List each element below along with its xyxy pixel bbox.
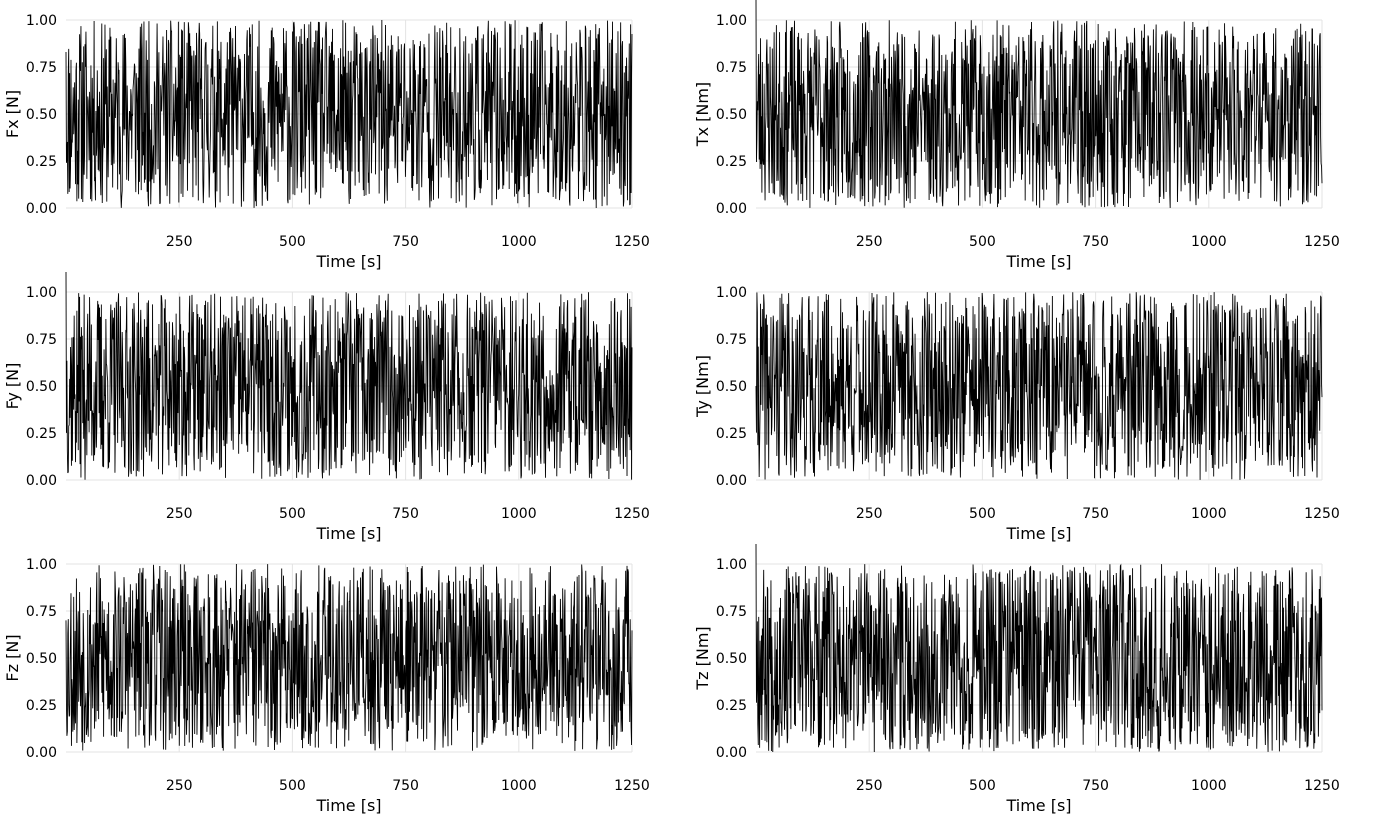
x-axis-label: Time [s] <box>315 252 381 271</box>
y-tick-label: 0.50 <box>26 651 57 667</box>
x-tick-label: 750 <box>392 506 419 522</box>
x-tick-label: 1000 <box>1191 778 1227 794</box>
y-tick-label: 0.25 <box>716 698 747 714</box>
y-axis-label: Fx [N] <box>3 90 22 138</box>
y-tick-label: 0.00 <box>716 473 747 489</box>
y-tick-label: 0.75 <box>716 332 747 348</box>
x-tick-label: 750 <box>392 234 419 250</box>
y-axis-label: Ty [Nm] <box>693 355 712 418</box>
y-axis-label: Tx [Nm] <box>693 82 712 147</box>
x-tick-label: 500 <box>969 234 996 250</box>
x-tick-label: 1250 <box>614 234 650 250</box>
x-tick-label: 1000 <box>1191 234 1227 250</box>
y-tick-label: 0.00 <box>26 745 57 761</box>
x-tick-label: 250 <box>856 778 883 794</box>
x-tick-label: 250 <box>166 778 193 794</box>
y-tick-label: 0.50 <box>26 379 57 395</box>
chart-fz: 0.00 0.25 0.50 0.75 1.00 250 500 750 1000 1250 Tim… <box>3 557 650 815</box>
y-tick-label: 0.75 <box>716 60 747 76</box>
x-tick-label: 250 <box>166 506 193 522</box>
y-tick-label: 0.75 <box>26 60 57 76</box>
x-axis-label: Time [s] <box>1005 796 1071 815</box>
y-axis-label: Fy [N] <box>3 363 22 410</box>
y-axis-label: Fz [N] <box>3 634 22 681</box>
x-tick-label: 1000 <box>1191 506 1227 522</box>
y-tick-label: 1.00 <box>26 285 57 301</box>
y-tick-label: 0.00 <box>716 745 747 761</box>
y-tick-label: 0.25 <box>26 426 57 442</box>
x-tick-label: 750 <box>1082 506 1109 522</box>
x-tick-label: 500 <box>969 506 996 522</box>
chart-fy: 0.00 0.25 0.50 0.75 1.00 250 500 750 1000 1250 Tim… <box>3 272 650 543</box>
x-tick-label: 500 <box>969 778 996 794</box>
x-axis-label: Time [s] <box>315 796 381 815</box>
y-tick-label: 0.25 <box>26 698 57 714</box>
y-tick-label: 0.50 <box>716 379 747 395</box>
y-tick-label: 1.00 <box>26 13 57 29</box>
y-tick-label: 0.50 <box>716 107 747 123</box>
y-tick-label: 0.75 <box>26 604 57 620</box>
x-axis-label: Time [s] <box>1005 524 1071 543</box>
y-tick-label: 0.50 <box>716 651 747 667</box>
series-line <box>65 563 633 751</box>
x-tick-label: 1250 <box>1304 778 1340 794</box>
x-tick-label: 750 <box>392 778 419 794</box>
x-axis-label: Time [s] <box>315 524 381 543</box>
y-tick-label: 0.25 <box>716 154 747 170</box>
y-tick-label: 0.00 <box>26 201 57 217</box>
y-tick-label: 1.00 <box>716 557 747 573</box>
x-axis-label: Time [s] <box>1005 252 1071 271</box>
y-tick-label: 0.75 <box>716 604 747 620</box>
y-tick-label: 1.00 <box>716 13 747 29</box>
y-tick-label: 0.00 <box>716 201 747 217</box>
y-tick-label: 0.75 <box>26 332 57 348</box>
chart-tz: 0.00 0.25 0.50 0.75 1.00 250 500 750 1000 1250 Tim… <box>693 544 1340 815</box>
x-tick-label: 1250 <box>614 778 650 794</box>
x-tick-label: 1250 <box>614 506 650 522</box>
x-tick-label: 500 <box>279 506 306 522</box>
series-line <box>755 544 1323 753</box>
series-line <box>65 20 633 208</box>
series-line <box>755 292 1323 480</box>
chart-tx: 0.00 0.25 0.50 0.75 1.00 250 500 750 1000 1250 Tim… <box>693 0 1340 271</box>
y-tick-label: 0.50 <box>26 107 57 123</box>
x-tick-label: 250 <box>856 506 883 522</box>
x-tick-label: 1000 <box>501 234 537 250</box>
y-tick-label: 0.25 <box>26 154 57 170</box>
y-tick-label: 1.00 <box>716 285 747 301</box>
x-tick-label: 250 <box>166 234 193 250</box>
x-tick-label: 1000 <box>501 778 537 794</box>
x-tick-label: 500 <box>279 778 306 794</box>
series-line <box>755 0 1323 208</box>
y-axis-label: Tz [Nm] <box>693 626 712 690</box>
y-tick-label: 1.00 <box>26 557 57 573</box>
x-tick-label: 1250 <box>1304 506 1340 522</box>
y-tick-label: 0.00 <box>26 473 57 489</box>
x-tick-label: 750 <box>1082 778 1109 794</box>
y-tick-label: 0.25 <box>716 426 747 442</box>
x-tick-label: 1250 <box>1304 234 1340 250</box>
chart-ty: 0.00 0.25 0.50 0.75 1.00 250 500 750 1000 1250 Tim… <box>693 285 1340 543</box>
x-tick-label: 500 <box>279 234 306 250</box>
x-tick-label: 250 <box>856 234 883 250</box>
x-tick-label: 750 <box>1082 234 1109 250</box>
x-tick-label: 1000 <box>501 506 537 522</box>
series-line <box>65 272 633 480</box>
chart-fx: 0.00 0.25 0.50 0.75 1.00 250 500 750 1000 1250 Tim… <box>3 13 650 271</box>
